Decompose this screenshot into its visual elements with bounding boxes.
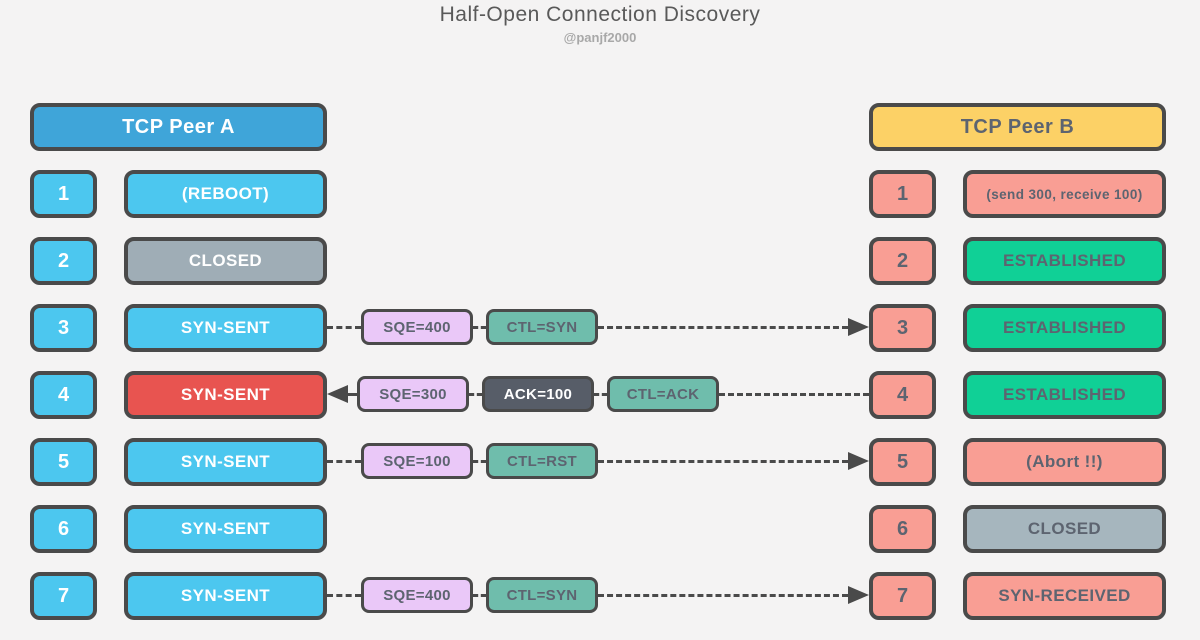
arrow-left-icon bbox=[327, 385, 348, 403]
state-box-syn-sent: SYN-SENT bbox=[124, 505, 327, 553]
peer-b-header: TCP Peer B bbox=[869, 103, 1166, 151]
peer-a-row-2: 2 CLOSED bbox=[30, 237, 327, 285]
row-number-badge: 2 bbox=[30, 237, 97, 285]
dashed-connector bbox=[594, 392, 607, 396]
ack-label: ACK=100 bbox=[482, 376, 594, 412]
peer-b-row-2: 2 ESTABLISHED bbox=[869, 237, 1166, 285]
dashed-connector bbox=[598, 459, 848, 463]
row-number-badge: 2 bbox=[869, 237, 936, 285]
ctl-label: CTL=SYN bbox=[486, 309, 598, 345]
peer-b-row-6: 6 CLOSED bbox=[869, 505, 1166, 553]
row-number-badge: 3 bbox=[869, 304, 936, 352]
seq-label: SQE=100 bbox=[361, 443, 473, 479]
dashed-connector bbox=[473, 459, 486, 463]
dashed-connector bbox=[598, 325, 848, 329]
seq-label: SQE=400 bbox=[361, 309, 473, 345]
peer-b-row-1: 1 (send 300, receive 100) bbox=[869, 170, 1166, 218]
message-row-3: SQE=400 CTL=SYN bbox=[327, 309, 869, 345]
state-box-syn-received: SYN-RECEIVED bbox=[963, 572, 1166, 620]
message-row-4: SQE=300 ACK=100 CTL=ACK bbox=[327, 376, 869, 412]
peer-a-header: TCP Peer A bbox=[30, 103, 327, 151]
state-box-syn-sent-error: SYN-SENT bbox=[124, 371, 327, 419]
ctl-label: CTL=RST bbox=[486, 443, 598, 479]
row-number-badge: 7 bbox=[30, 572, 97, 620]
dashed-connector bbox=[327, 459, 361, 463]
peer-a-row-5: 5 SYN-SENT bbox=[30, 438, 327, 486]
state-box-reboot: (REBOOT) bbox=[124, 170, 327, 218]
row-number-badge: 6 bbox=[869, 505, 936, 553]
row-number-badge: 7 bbox=[869, 572, 936, 620]
peer-a-row-1: 1 (REBOOT) bbox=[30, 170, 327, 218]
row-number-badge: 1 bbox=[869, 170, 936, 218]
peer-a-row-3: 3 SYN-SENT bbox=[30, 304, 327, 352]
author-handle: @panjf2000 bbox=[563, 30, 637, 45]
dashed-connector bbox=[719, 392, 869, 396]
peer-b-row-3: 3 ESTABLISHED bbox=[869, 304, 1166, 352]
state-box-syn-sent: SYN-SENT bbox=[124, 572, 327, 620]
ctl-label: CTL=SYN bbox=[486, 577, 598, 613]
row-number-badge: 5 bbox=[30, 438, 97, 486]
arrow-right-icon bbox=[848, 586, 869, 604]
page-title: Half-Open Connection Discovery bbox=[439, 3, 761, 26]
dashed-connector bbox=[473, 593, 486, 597]
dashed-connector bbox=[348, 392, 357, 396]
arrow-right-icon bbox=[848, 318, 869, 336]
peer-b-column: TCP Peer B 1 (send 300, receive 100) 2 E… bbox=[869, 103, 1166, 620]
dashed-connector bbox=[327, 325, 361, 329]
state-box-send-receive: (send 300, receive 100) bbox=[963, 170, 1166, 218]
message-row-5: SQE=100 CTL=RST bbox=[327, 443, 869, 479]
state-box-closed: CLOSED bbox=[124, 237, 327, 285]
row-number-badge: 4 bbox=[869, 371, 936, 419]
state-box-closed: CLOSED bbox=[963, 505, 1166, 553]
peer-b-row-7: 7 SYN-RECEIVED bbox=[869, 572, 1166, 620]
peer-a-row-6: 6 SYN-SENT bbox=[30, 505, 327, 553]
dashed-connector bbox=[598, 593, 848, 597]
state-box-established: ESTABLISHED bbox=[963, 304, 1166, 352]
arrow-right-icon bbox=[848, 452, 869, 470]
dashed-connector bbox=[327, 593, 361, 597]
ctl-label: CTL=ACK bbox=[607, 376, 719, 412]
peer-b-row-4: 4 ESTABLISHED bbox=[869, 371, 1166, 419]
dashed-connector bbox=[473, 325, 486, 329]
peer-a-row-4: 4 SYN-SENT bbox=[30, 371, 327, 419]
state-box-established: ESTABLISHED bbox=[963, 371, 1166, 419]
row-number-badge: 6 bbox=[30, 505, 97, 553]
seq-label: SQE=300 bbox=[357, 376, 469, 412]
row-number-badge: 1 bbox=[30, 170, 97, 218]
row-number-badge: 3 bbox=[30, 304, 97, 352]
seq-label: SQE=400 bbox=[361, 577, 473, 613]
peer-a-column: TCP Peer A 1 (REBOOT) 2 CLOSED 3 SYN-SEN… bbox=[30, 103, 327, 620]
row-number-badge: 4 bbox=[30, 371, 97, 419]
title-block: Half-Open Connection Discovery @panjf200… bbox=[0, 3, 1200, 45]
message-row-7: SQE=400 CTL=SYN bbox=[327, 577, 869, 613]
row-number-badge: 5 bbox=[869, 438, 936, 486]
peer-a-row-7: 7 SYN-SENT bbox=[30, 572, 327, 620]
state-box-syn-sent: SYN-SENT bbox=[124, 304, 327, 352]
peer-b-row-5: 5 (Abort !!) bbox=[869, 438, 1166, 486]
state-box-established: ESTABLISHED bbox=[963, 237, 1166, 285]
dashed-connector bbox=[469, 392, 482, 396]
state-box-abort: (Abort !!) bbox=[963, 438, 1166, 486]
state-box-syn-sent: SYN-SENT bbox=[124, 438, 327, 486]
